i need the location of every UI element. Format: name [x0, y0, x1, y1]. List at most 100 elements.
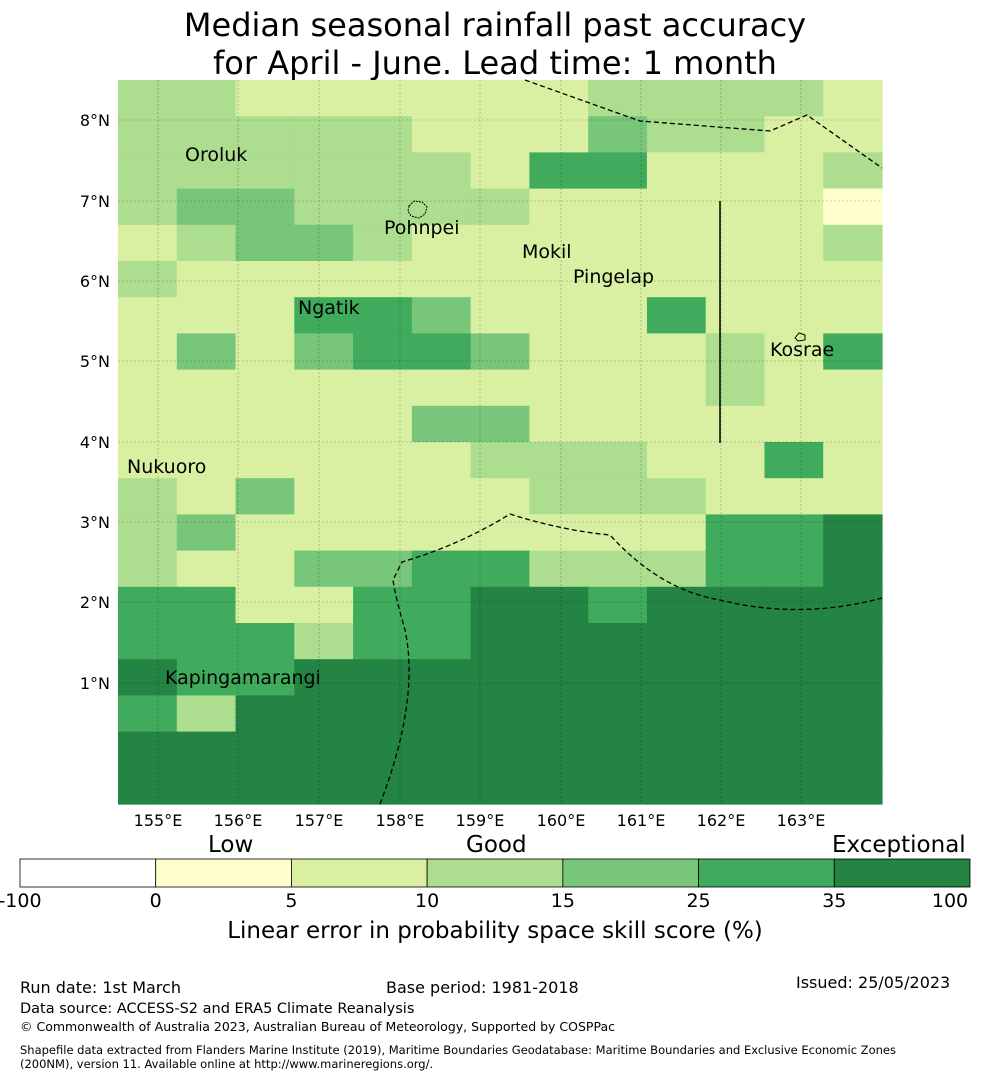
- grid-cell: [529, 80, 589, 117]
- grid-cell: [294, 659, 354, 696]
- grid-cell: [588, 188, 648, 226]
- lat-tick-label: 4°N: [80, 433, 110, 452]
- grid-cell: [764, 80, 824, 117]
- grid-cell: [646, 333, 707, 371]
- grid-cell: [176, 188, 237, 226]
- grid-cell: [529, 261, 589, 298]
- eez-boundary-south: [379, 513, 883, 805]
- grid-cell: [529, 731, 589, 769]
- grid-cell: [118, 550, 178, 588]
- colorbar-tick-label: 35: [822, 890, 847, 912]
- grid-cell: [353, 261, 413, 298]
- pohnpei-island-icon: [407, 200, 428, 219]
- grid-cell: [823, 659, 883, 696]
- grid-cell: [705, 514, 766, 552]
- grid-cell: [705, 188, 766, 226]
- grid-cell: [235, 659, 295, 696]
- grid-cell: [823, 261, 883, 298]
- grid-cell: [646, 80, 707, 117]
- grid-cell: [294, 80, 354, 117]
- grid-cell: [529, 369, 589, 407]
- grid-cell: [176, 116, 237, 153]
- grid-cell: [353, 297, 413, 334]
- grid-cell: [764, 333, 824, 371]
- copyright: © Commonwealth of Australia 2023, Austra…: [20, 1019, 615, 1034]
- colorbar-segment: [426, 858, 564, 888]
- grid-cell: [470, 731, 530, 769]
- grid-cell: [294, 514, 354, 552]
- grid-cell: [588, 586, 648, 624]
- grid-cell: [646, 659, 707, 696]
- grid-cell: [353, 333, 413, 371]
- grid-cell: [235, 586, 295, 624]
- grid-cell: [118, 80, 178, 117]
- grid-cell: [823, 586, 883, 624]
- grid-cell: [235, 152, 295, 190]
- lat-tick-label: 1°N: [80, 674, 110, 693]
- grid-cell: [235, 478, 295, 515]
- lon-tick-label: 157°E: [295, 811, 344, 830]
- grid-cell: [764, 405, 824, 443]
- place-label-pohnpei: Pohnpei: [384, 217, 460, 239]
- grid-cell: [353, 188, 413, 226]
- grid-cell: [118, 731, 178, 769]
- grid-cell: [588, 767, 648, 805]
- grid-cell: [764, 116, 824, 153]
- grid-cell: [294, 369, 354, 407]
- grid-cell: [235, 442, 295, 479]
- grid-cell: [470, 152, 530, 190]
- grid-cell: [118, 188, 178, 226]
- grid-cell: [470, 80, 530, 117]
- colorbar-tick-label: 10: [415, 890, 440, 912]
- grid-cell: [705, 442, 766, 479]
- grid-cell: [294, 767, 354, 805]
- grid-cell: [235, 297, 295, 334]
- grid-cell: [705, 478, 766, 515]
- colorbar-segment: [562, 858, 699, 888]
- grid-cell: [353, 586, 413, 624]
- category-exceptional: Exceptional: [832, 832, 966, 858]
- grid-cell: [646, 224, 707, 262]
- grid-cell: [176, 767, 237, 805]
- lon-tick-label: 162°E: [697, 811, 746, 830]
- lon-tick-label: 159°E: [456, 811, 505, 830]
- grid-cell: [118, 514, 178, 552]
- grid-cell: [529, 405, 589, 443]
- grid-cell: [176, 659, 237, 696]
- grid-cell: [235, 369, 295, 407]
- grid-cell: [588, 261, 648, 298]
- longitude-axis: 155°E 156°E 157°E 158°E 159°E 160°E 161°E 162°E…: [134, 811, 826, 830]
- lon-tick-label: 163°E: [777, 811, 826, 830]
- data-source: Data source: ACCESS-S2 and ERA5 Climate …: [20, 1001, 415, 1017]
- grid-cell: [764, 224, 824, 262]
- grid-cell: [118, 623, 178, 660]
- grid-cell: [764, 623, 824, 660]
- grid-cell: [764, 369, 824, 407]
- issued-date: Issued: 25/05/2023: [796, 973, 951, 992]
- grid-cell: [764, 261, 824, 298]
- grid-cell: [588, 478, 648, 515]
- grid-cell: [235, 405, 295, 443]
- eez-boundary-north: [524, 79, 883, 169]
- colorbar-segment: [698, 858, 835, 888]
- grid-cell: [823, 80, 883, 117]
- graticule: [118, 80, 882, 804]
- grid-cell: [176, 333, 237, 371]
- lat-tick-label: 2°N: [80, 593, 110, 612]
- grid-cell: [588, 514, 648, 552]
- grid-cell: [294, 695, 354, 733]
- grid-cell: [646, 731, 707, 769]
- grid-cell: [646, 261, 707, 298]
- grid-cell: [646, 514, 707, 552]
- grid-cell: [118, 767, 178, 805]
- grid-cell: [176, 405, 237, 443]
- grid-cell: [411, 586, 472, 624]
- grid-cell: [294, 623, 354, 660]
- grid-cell: [294, 261, 354, 298]
- grid-cell: [176, 442, 237, 479]
- grid-cell: [529, 442, 589, 479]
- grid-cell: [823, 767, 883, 805]
- grid-cell: [235, 80, 295, 117]
- grid-cell: [235, 188, 295, 226]
